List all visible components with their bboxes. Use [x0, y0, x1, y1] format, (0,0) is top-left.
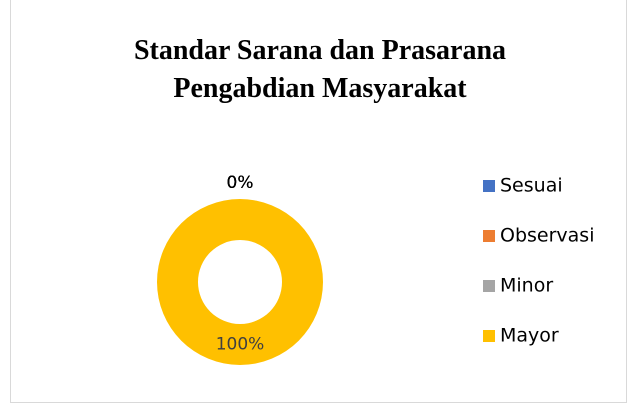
data-label: 0%: [227, 173, 254, 193]
legend-swatch: [483, 230, 495, 242]
legend-swatch: [483, 180, 495, 192]
data-label: 100%: [216, 335, 265, 355]
legend-swatch: [483, 330, 495, 342]
legend-label: Sesuai: [500, 175, 563, 197]
legend-swatch: [483, 280, 495, 292]
chart-frame: [10, 0, 627, 403]
legend-label: Observasi: [500, 225, 594, 247]
legend-label: Minor: [500, 275, 553, 297]
data-label: 0%: [227, 173, 254, 193]
legend-label: Mayor: [500, 325, 559, 347]
chart-title: Standar Sarana dan Prasarana Pengabdian …: [133, 35, 507, 104]
donut-slice: [157, 199, 323, 365]
data-label: 0%: [227, 173, 254, 193]
